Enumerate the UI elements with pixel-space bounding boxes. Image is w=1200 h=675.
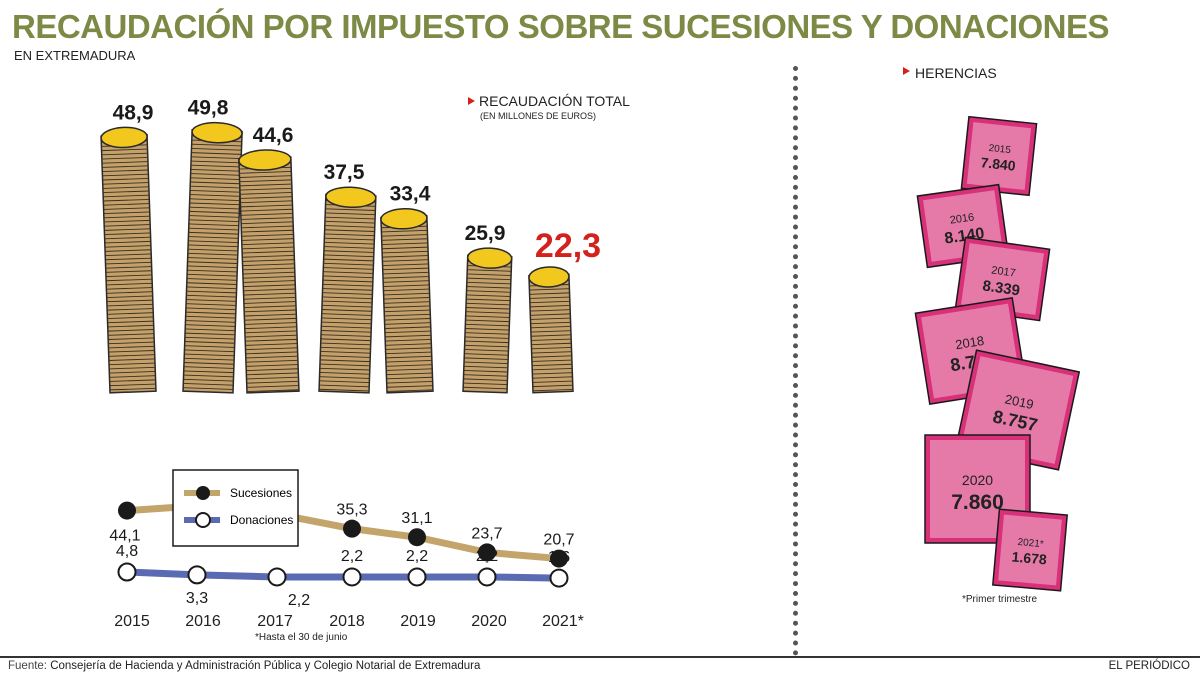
donaciones-point bbox=[477, 567, 497, 587]
footnote-june: *Hasta el 30 de junio bbox=[255, 632, 348, 643]
herencia-year: 2019 bbox=[1004, 391, 1035, 412]
herencia-year: 2018 bbox=[954, 333, 985, 352]
coin-stack-2015 bbox=[100, 126, 157, 394]
donaciones-point bbox=[407, 567, 427, 587]
sucesiones-label: 35,3 bbox=[336, 502, 367, 519]
bar-chart-subtitle: (EN MILLONES DE EUROS) bbox=[480, 111, 596, 121]
legend-donaciones-label: Donaciones bbox=[230, 513, 293, 527]
donaciones-label: 2,2 bbox=[476, 548, 498, 565]
donaciones-point bbox=[187, 565, 207, 585]
bar-chart-title: RECAUDACIÓN TOTAL bbox=[479, 93, 630, 109]
herencia-value: 7.840 bbox=[980, 154, 1017, 174]
brand-label: EL PERIÓDICO bbox=[1108, 660, 1190, 672]
legend-sucesiones-label: Sucesiones bbox=[230, 486, 292, 500]
sucesiones-point bbox=[408, 528, 426, 547]
herencia-value: 8.339 bbox=[981, 277, 1021, 299]
donaciones-point bbox=[267, 567, 287, 587]
herencias-title: HERENCIAS bbox=[915, 65, 997, 81]
source-label: Fuente: bbox=[8, 660, 47, 672]
sucesiones-label: 20,7 bbox=[543, 532, 574, 549]
sucesiones-point bbox=[343, 519, 361, 538]
marker-icon bbox=[468, 97, 475, 105]
source-text: Consejería de Hacienda y Administración … bbox=[50, 660, 481, 672]
donaciones-label: 2,2 bbox=[288, 592, 310, 609]
legend-sucesiones-marker bbox=[196, 486, 210, 500]
sucesiones-point bbox=[478, 543, 496, 562]
x-tick-label: 2016 bbox=[185, 613, 221, 630]
herencia-year: 2016 bbox=[949, 211, 975, 226]
bar-value-label-2019: 33,4 bbox=[390, 183, 431, 206]
x-tick-label: 2015 bbox=[114, 613, 150, 630]
herencia-year: 2021* bbox=[1017, 537, 1044, 550]
section-divider bbox=[793, 66, 798, 656]
legend-donaciones-marker bbox=[195, 512, 211, 528]
page-title: RECAUDACIÓN POR IMPUESTO SOBRE SUCESIONE… bbox=[12, 8, 1110, 45]
bar-value-label-2020: 25,9 bbox=[465, 222, 506, 245]
donaciones-label: 3,3 bbox=[186, 590, 208, 607]
x-tick-label: 2019 bbox=[400, 613, 436, 630]
donaciones-label: 2,2 bbox=[406, 548, 428, 565]
x-tick-label: 2017 bbox=[257, 613, 293, 630]
donaciones-label: 2,2 bbox=[341, 548, 363, 565]
coin-stack-2018 bbox=[318, 186, 377, 394]
bar-value-label-2015: 48,9 bbox=[113, 101, 154, 124]
x-tick-label: 2021* bbox=[542, 613, 584, 630]
page-subtitle: EN EXTREMADURA bbox=[14, 48, 136, 63]
coin-stack-2021 bbox=[528, 266, 574, 394]
coin-stack-2016 bbox=[182, 121, 243, 394]
coin-stack-2017 bbox=[238, 149, 300, 394]
herencia-year: 2015 bbox=[988, 143, 1012, 156]
x-tick-label: 2018 bbox=[329, 613, 365, 630]
line-legend bbox=[172, 469, 299, 547]
source-note: Fuente: Consejería de Hacienda y Adminis… bbox=[8, 660, 480, 672]
herencia-tile-2021: 2021*1.678 bbox=[992, 508, 1068, 592]
donaciones-point bbox=[117, 562, 137, 582]
donaciones-label: 4,8 bbox=[116, 543, 138, 560]
donaciones-label: 1,6 bbox=[548, 549, 570, 566]
bar-value-label-2017: 44,6 bbox=[253, 124, 294, 147]
herencia-value: 1.678 bbox=[1011, 548, 1048, 567]
bar-value-label-2018: 37,5 bbox=[324, 161, 365, 184]
sucesiones-label: 23,7 bbox=[471, 525, 502, 542]
herencia-year: 2017 bbox=[991, 264, 1017, 279]
coin-stack-2019 bbox=[380, 207, 434, 394]
donaciones-point bbox=[549, 568, 569, 588]
herencia-value: 7.860 bbox=[951, 491, 1004, 514]
sucesiones-point bbox=[118, 501, 136, 520]
coin-stack-2020 bbox=[462, 247, 513, 394]
sucesiones-point bbox=[550, 549, 568, 568]
herencia-year: 2020 bbox=[962, 472, 993, 488]
marker-icon bbox=[903, 67, 910, 75]
footnote-trimestre: *Primer trimestre bbox=[962, 594, 1037, 605]
footer-rule bbox=[0, 656, 1200, 658]
donaciones-point bbox=[342, 567, 362, 587]
bar-value-label-2021: 22,3 bbox=[535, 227, 601, 265]
bar-value-label-2016: 49,8 bbox=[188, 97, 229, 120]
x-tick-label: 2020 bbox=[471, 613, 507, 630]
sucesiones-label: 44,1 bbox=[109, 528, 140, 545]
sucesiones-label: 31,1 bbox=[401, 510, 432, 527]
